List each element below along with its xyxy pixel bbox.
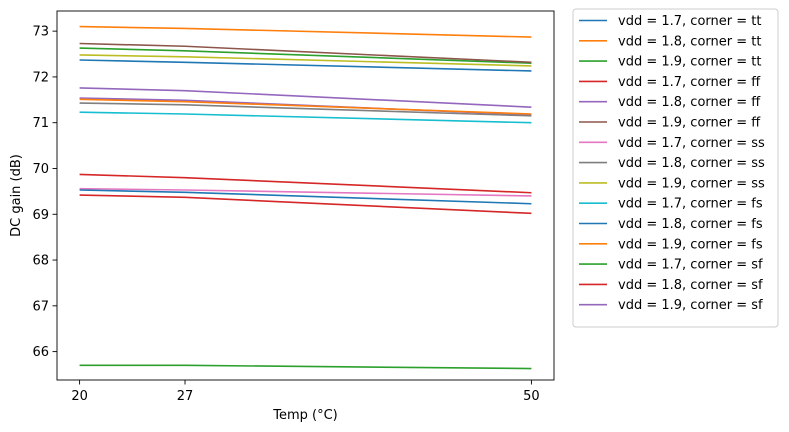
legend-label-7: vdd = 1.7, corner = ss	[618, 136, 765, 151]
series-line-13	[79, 364, 532, 370]
series-line-9	[79, 54, 532, 67]
x-tick-label: 27	[177, 389, 194, 404]
legend: vdd = 1.7, corner = tt vdd = 1.8, corner …	[572, 8, 779, 328]
legend-label-5: vdd = 1.8, corner = ff	[618, 95, 761, 110]
legend-label-13: vdd = 1.7, corner = sf	[618, 258, 763, 273]
x-tick-label: 50	[523, 389, 540, 404]
legend-label-9: vdd = 1.9, corner = ss	[618, 176, 765, 191]
y-axis-label: DC gain (dB)	[9, 154, 24, 237]
series-line-2	[79, 25, 532, 38]
legend-label-14: vdd = 1.8, corner = sf	[618, 278, 763, 293]
series-line-7	[79, 187, 532, 197]
y-tick-label: 69	[32, 208, 49, 223]
legend-label-12: vdd = 1.9, corner = fs	[618, 237, 763, 252]
legend-items: vdd = 1.7, corner = tt vdd = 1.8, corner …	[579, 14, 765, 313]
series-line-4	[79, 194, 532, 215]
y-tick-label: 71	[32, 116, 49, 131]
plot-frame	[56, 10, 555, 381]
y-tick-label: 72	[32, 70, 49, 85]
legend-label-8: vdd = 1.8, corner = ss	[618, 156, 765, 171]
series-line-12	[79, 98, 532, 115]
y-tick-label: 70	[32, 162, 49, 177]
legend-label-4: vdd = 1.7, corner = ff	[618, 75, 761, 90]
series-line-15	[79, 87, 532, 108]
legend-label-6: vdd = 1.9, corner = ff	[618, 116, 761, 131]
series-line-8	[79, 102, 532, 117]
series-lines	[79, 25, 532, 370]
legend-label-10: vdd = 1.7, corner = fs	[618, 197, 763, 212]
series-line-11	[79, 189, 532, 205]
series-line-6	[79, 42, 532, 64]
y-tick-label: 73	[32, 25, 49, 40]
series-line-10	[79, 111, 532, 124]
series-line-1	[79, 59, 532, 72]
x-axis-ticks: 20 27 50	[71, 380, 540, 404]
legend-label-15: vdd = 1.9, corner = sf	[618, 298, 763, 313]
legend-label-11: vdd = 1.8, corner = fs	[618, 217, 763, 232]
x-axis-label: Temp (°C)	[272, 408, 338, 423]
y-axis-ticks: 66 67 68 69 70 71 72 73	[32, 25, 57, 360]
y-tick-label: 67	[32, 299, 49, 314]
legend-frame	[572, 8, 779, 328]
legend-label-1: vdd = 1.7, corner = tt	[618, 14, 761, 29]
series-line-3	[79, 47, 532, 64]
y-tick-label: 66	[32, 345, 49, 360]
series-line-14	[79, 173, 532, 194]
y-tick-label: 68	[32, 254, 49, 269]
legend-label-3: vdd = 1.9, corner = tt	[618, 55, 761, 70]
legend-label-2: vdd = 1.8, corner = tt	[618, 34, 761, 49]
x-tick-label: 20	[71, 389, 88, 404]
